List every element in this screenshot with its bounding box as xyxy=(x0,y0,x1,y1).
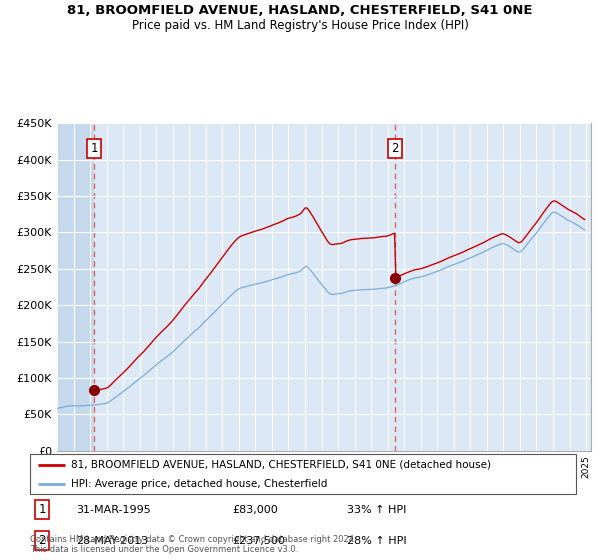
Text: 1: 1 xyxy=(38,503,46,516)
Text: 28-MAY-2013: 28-MAY-2013 xyxy=(76,536,149,545)
Text: £237,500: £237,500 xyxy=(232,536,285,545)
Text: £83,000: £83,000 xyxy=(232,505,278,515)
Text: 31-MAR-1995: 31-MAR-1995 xyxy=(76,505,151,515)
Text: 2: 2 xyxy=(38,534,46,547)
Text: 81, BROOMFIELD AVENUE, HASLAND, CHESTERFIELD, S41 0NE: 81, BROOMFIELD AVENUE, HASLAND, CHESTERF… xyxy=(67,4,533,17)
Text: HPI: Average price, detached house, Chesterfield: HPI: Average price, detached house, Ches… xyxy=(71,479,328,489)
Text: 1: 1 xyxy=(91,142,98,155)
Text: Price paid vs. HM Land Registry's House Price Index (HPI): Price paid vs. HM Land Registry's House … xyxy=(131,19,469,32)
Bar xyxy=(57,123,94,451)
Text: 28% ↑ HPI: 28% ↑ HPI xyxy=(347,536,406,545)
Text: 81, BROOMFIELD AVENUE, HASLAND, CHESTERFIELD, S41 0NE (detached house): 81, BROOMFIELD AVENUE, HASLAND, CHESTERF… xyxy=(71,460,491,470)
Text: 33% ↑ HPI: 33% ↑ HPI xyxy=(347,505,406,515)
Text: Contains HM Land Registry data © Crown copyright and database right 2024.
This d: Contains HM Land Registry data © Crown c… xyxy=(30,535,356,554)
Text: 2: 2 xyxy=(391,142,398,155)
